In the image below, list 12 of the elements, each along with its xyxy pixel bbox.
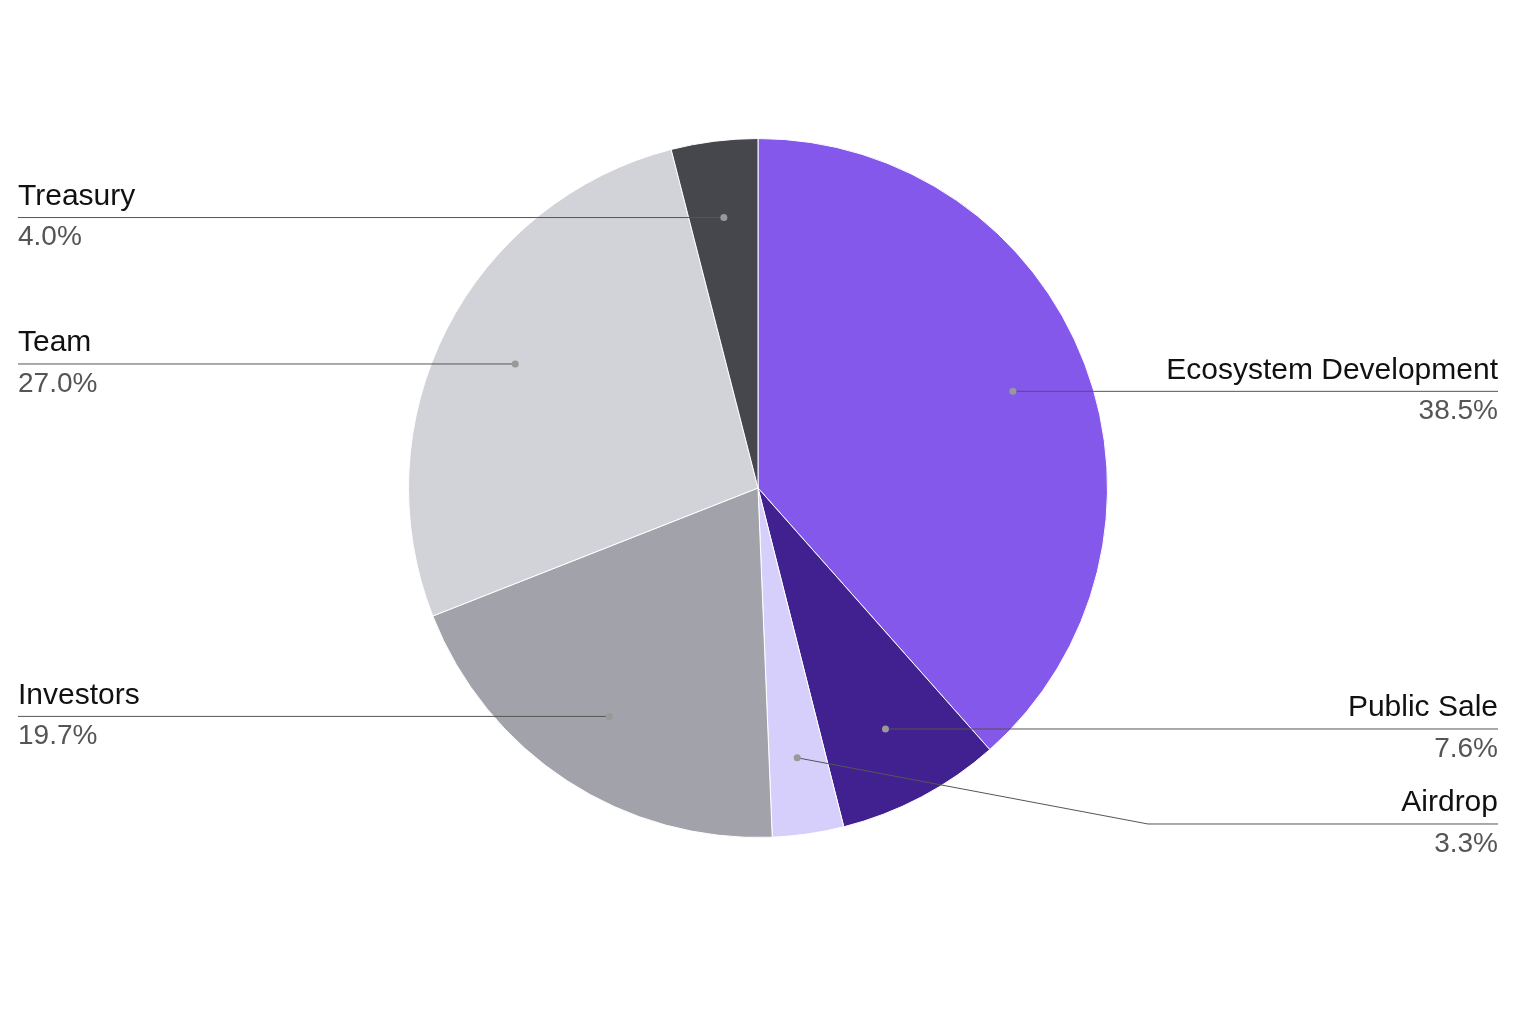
slice-label: Treasury — [18, 177, 136, 211]
slice-label: Investors — [18, 676, 140, 710]
data-label: 19.7% — [18, 719, 98, 751]
slice-label: Team — [18, 324, 92, 358]
data-label: 38.5% — [1418, 394, 1498, 426]
data-label: 27.0% — [18, 366, 98, 398]
slice-label: Ecosystem Development — [1166, 351, 1499, 385]
slice-label: Public Sale — [1347, 689, 1498, 723]
data-label: 7.6% — [1434, 731, 1498, 763]
data-label: 4.0% — [18, 220, 82, 252]
slice-label: Airdrop — [1401, 784, 1498, 818]
data-label: 3.3% — [1434, 826, 1498, 858]
